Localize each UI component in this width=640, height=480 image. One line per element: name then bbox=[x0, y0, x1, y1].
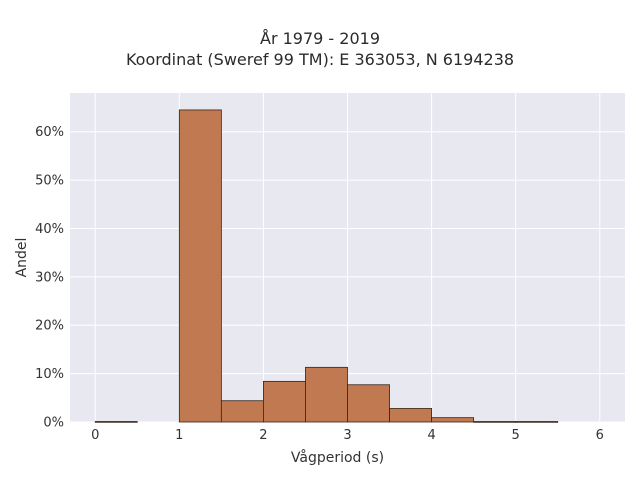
y-tick-label: 30% bbox=[35, 270, 64, 285]
y-tick-label: 20% bbox=[35, 319, 64, 334]
histogram-bar bbox=[515, 421, 559, 423]
histogram-bar bbox=[473, 421, 517, 423]
histogram-bar bbox=[94, 421, 138, 423]
x-axis-label: Vågperiod (s) bbox=[291, 449, 384, 466]
histogram-bar bbox=[389, 408, 432, 423]
y-tick-label: 10% bbox=[35, 367, 64, 382]
x-axis-ticks: 0 1 2 3 4 5 6 bbox=[91, 428, 604, 443]
y-tick-label: 50% bbox=[35, 174, 64, 189]
chart-title-line2: Koordinat (Sweref 99 TM): E 363053, N 61… bbox=[125, 50, 515, 69]
x-tick-label: 1 bbox=[175, 428, 183, 443]
x-tick-label: 5 bbox=[512, 428, 520, 443]
y-axis-ticks: 0% 10% 20% 30% 40% 50% 60% bbox=[35, 125, 64, 430]
y-tick-label: 40% bbox=[35, 222, 64, 237]
histogram-bar bbox=[220, 400, 264, 423]
x-tick-label: 3 bbox=[343, 428, 351, 443]
x-tick-label: 2 bbox=[259, 428, 267, 443]
x-tick-label: 4 bbox=[427, 428, 435, 443]
histogram-bar bbox=[431, 417, 475, 423]
y-tick-label: 0% bbox=[43, 416, 64, 431]
chart-title-line1: År 1979 - 2019 bbox=[260, 29, 380, 48]
x-tick-label: 0 bbox=[91, 428, 99, 443]
histogram-bar bbox=[347, 384, 390, 423]
x-tick-label: 6 bbox=[596, 428, 604, 443]
bars bbox=[94, 109, 559, 423]
y-axis-label: Andel bbox=[14, 238, 30, 278]
histogram-bar bbox=[263, 380, 306, 423]
histogram-bar bbox=[178, 109, 222, 423]
histogram-bar bbox=[305, 366, 348, 423]
y-tick-label: 60% bbox=[35, 125, 64, 140]
